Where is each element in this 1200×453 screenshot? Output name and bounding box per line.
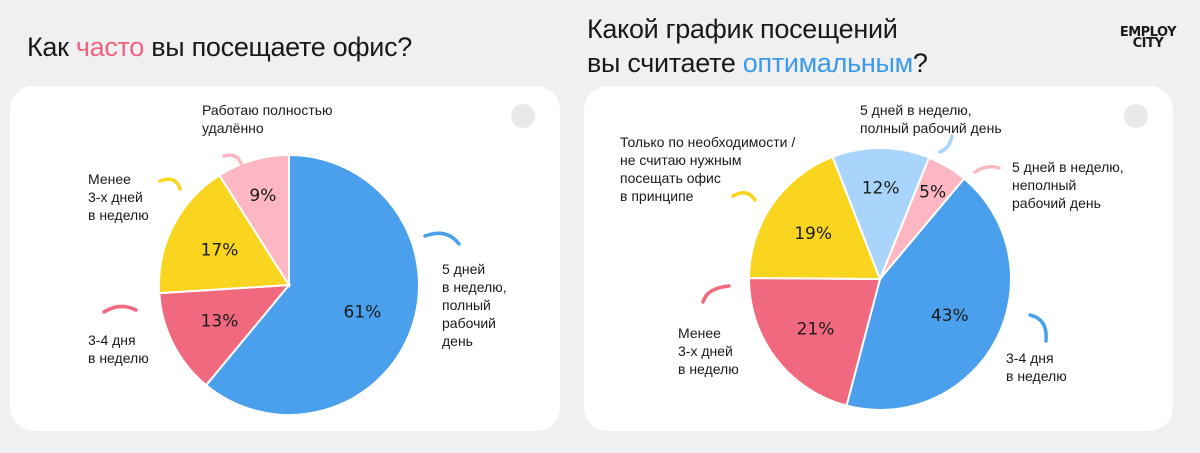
right-title-accent: оптимальным: [742, 48, 913, 78]
pie-slice: [158, 283, 292, 387]
logo-line2: CITY: [1132, 36, 1164, 51]
slice-value-label: 17%: [201, 241, 239, 261]
card-corner-dot: [1124, 104, 1148, 128]
slice-value-label: 19%: [794, 224, 832, 244]
pie-slice: [845, 177, 1012, 411]
pie-slice: [158, 173, 291, 295]
left-pie: 61% 13% 17% 9%: [158, 153, 420, 416]
left-label-remote: Работаю полностью удалённо: [202, 102, 333, 136]
callout-arc: [731, 191, 757, 202]
card-corner-dot: [511, 104, 535, 128]
pie-slice: [747, 155, 882, 281]
pie-slice: [217, 153, 290, 289]
pie-slice: [831, 147, 931, 282]
right-label-full5: 5 дней в неделю, полный рабочий день: [860, 102, 1002, 136]
right-title-line2: вы считаете оптимальным?: [587, 46, 928, 80]
left-label-full5: 5 дней в неделю, полный рабочий день: [442, 261, 507, 349]
callout-arc: [1028, 313, 1048, 343]
right-label-need: Только по необходимости / не считаю нужн…: [620, 134, 796, 204]
right-label-3-4: 3-4 дня в неделю: [1006, 350, 1067, 384]
right-label-part5: 5 дней в неделю, неполный рабочий день: [1012, 159, 1124, 211]
callout-arc: [938, 134, 954, 154]
slice-value-label: 21%: [797, 319, 835, 339]
pie-slice: [748, 277, 882, 407]
slice-value-label: 43%: [931, 306, 969, 326]
right-title-post: ?: [912, 48, 928, 78]
slice-value-label: 5%: [919, 182, 946, 202]
left-label-less3: Менее 3-х дней в неделю: [88, 171, 149, 223]
callout-arc: [973, 164, 1001, 174]
pie-slice: [204, 153, 420, 416]
left-chart-title: Как часто вы посещаете офис?: [27, 30, 412, 64]
slice-value-label: 12%: [862, 178, 900, 198]
right-chart-title: Какой график посещений вы считаете оптим…: [587, 12, 928, 80]
right-title-line1: Какой график посещений: [587, 14, 898, 44]
left-label-3-4: 3-4 дня в неделю: [88, 332, 149, 366]
right-label-less3: Менее 3-х дней в неделю: [678, 325, 739, 377]
right-title-pre: вы считаете: [587, 48, 743, 78]
logo-line1: EMPLOY: [1119, 25, 1177, 40]
callout-arc: [423, 231, 461, 246]
callout-arc: [158, 177, 182, 191]
slice-value-label: 13%: [201, 311, 239, 331]
slice-value-label: 9%: [249, 186, 276, 206]
left-title-accent: часто: [75, 32, 145, 62]
callout-arc: [701, 284, 731, 304]
slice-value-label: 61%: [343, 302, 381, 322]
callout-arc: [222, 153, 244, 168]
left-title-pre: Как: [27, 32, 76, 62]
employcity-logo: EMPLOY CITY: [1119, 25, 1177, 51]
callout-arc: [102, 304, 138, 314]
right-pie: 5% 43% 21% 19% 12%: [747, 147, 1012, 411]
left-title-post: вы посещаете офис?: [144, 32, 412, 62]
